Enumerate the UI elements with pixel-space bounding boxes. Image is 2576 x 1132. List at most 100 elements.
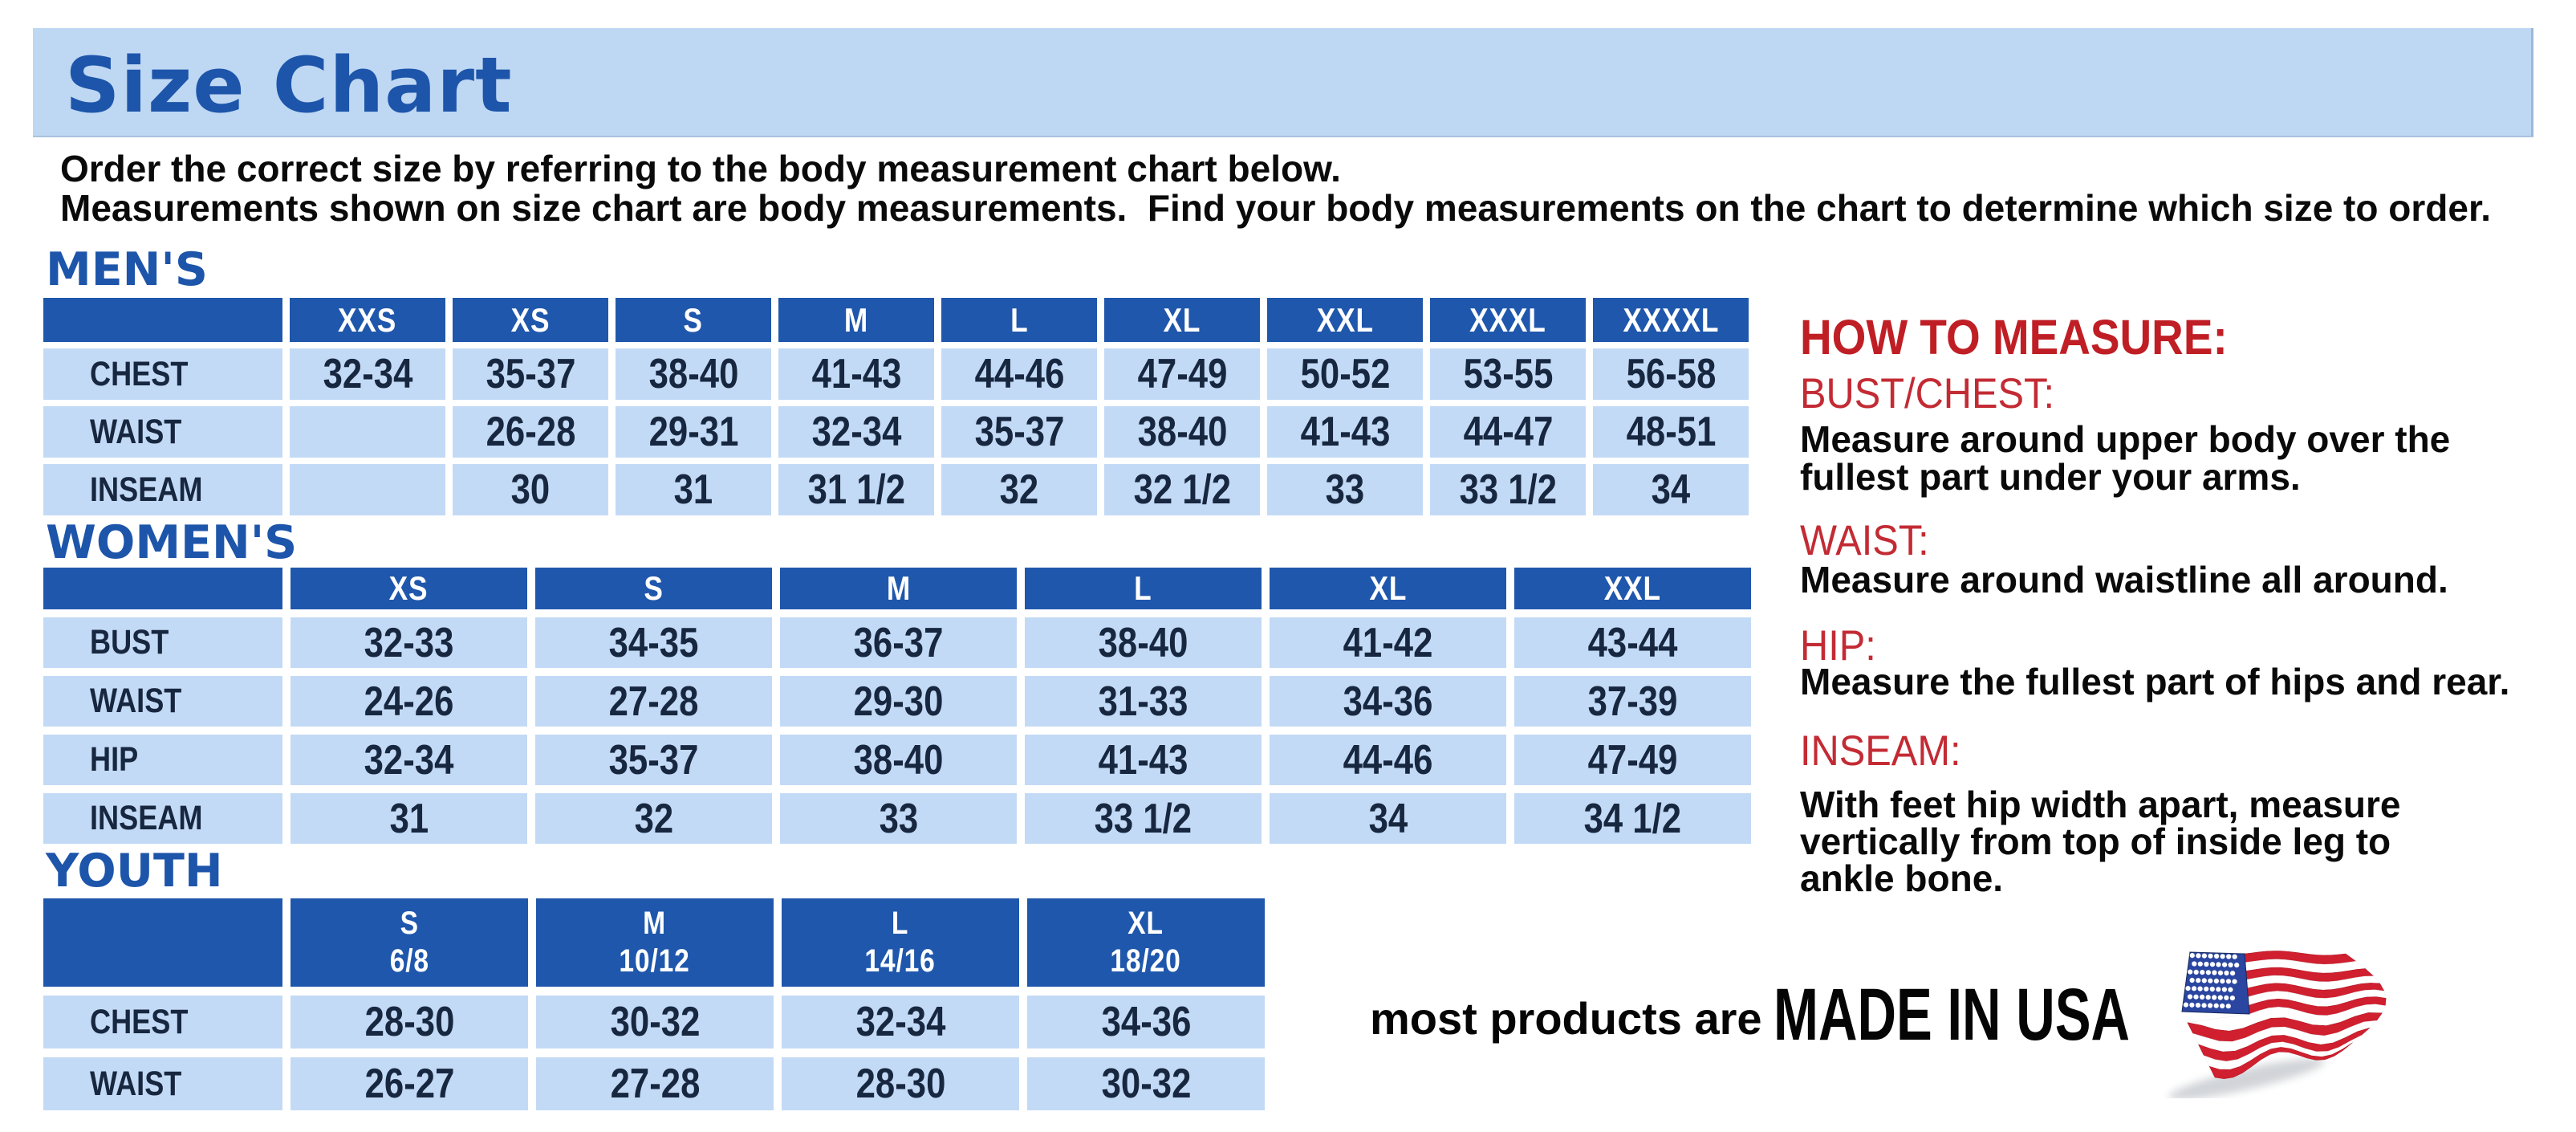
womens-col-header: L bbox=[1025, 568, 1262, 609]
mens-col-header: XXS bbox=[290, 298, 445, 342]
cell-value: 44-47 bbox=[1463, 409, 1553, 455]
womens-data-cell: 32 bbox=[535, 793, 772, 844]
col-header-label: XXXXL bbox=[1623, 300, 1719, 339]
mens-data-cell: 41-43 bbox=[778, 348, 934, 400]
cell-value: 34-35 bbox=[608, 619, 699, 666]
cell-value: 43-44 bbox=[1587, 619, 1678, 666]
mens-data-cell bbox=[290, 464, 445, 515]
col-header-label: L bbox=[1010, 300, 1029, 339]
womens-data-cell: 44-46 bbox=[1270, 735, 1506, 785]
womens-row-label: INSEAM bbox=[43, 793, 282, 844]
youth-row-label: CHEST bbox=[43, 996, 282, 1049]
cell-value: 30 bbox=[510, 466, 551, 513]
womens-data-cell: 27-28 bbox=[535, 676, 772, 727]
mens-data-cell: 41-43 bbox=[1267, 406, 1423, 458]
row-label-text: WAIST bbox=[90, 682, 182, 720]
mens-data-cell: 53-55 bbox=[1430, 348, 1586, 400]
measure-item-description: Measure around waistline all around. bbox=[1800, 561, 2448, 599]
womens-data-cell: 34 1/2 bbox=[1514, 793, 1751, 844]
womens-data-cell: 36-37 bbox=[780, 617, 1017, 668]
cell-value: 56-58 bbox=[1626, 351, 1716, 397]
womens-col-header: M bbox=[780, 568, 1017, 609]
cell-value: 32-34 bbox=[323, 351, 412, 397]
cell-value: 28-30 bbox=[855, 1061, 945, 1107]
mens-data-cell: 44-47 bbox=[1430, 406, 1586, 458]
cell-value: 47-49 bbox=[1137, 351, 1227, 397]
cell-value: 53-55 bbox=[1463, 351, 1553, 397]
measure-item-text-line: Measure around upper body over the bbox=[1800, 418, 2451, 460]
page-title: Size Chart bbox=[65, 42, 513, 130]
cell-value: 33 bbox=[879, 795, 918, 842]
womens-data-cell: 34-36 bbox=[1270, 676, 1506, 727]
col-header-label: S bbox=[644, 569, 664, 607]
cell-value: 41-42 bbox=[1343, 619, 1433, 666]
youth-section-heading: YOUTH bbox=[46, 845, 223, 898]
size-range: 6/8 bbox=[389, 943, 429, 979]
cell-value: 36-37 bbox=[853, 619, 944, 666]
cell-value: 48-51 bbox=[1626, 409, 1716, 455]
cell-value: 29-30 bbox=[853, 678, 944, 725]
cell-value: 34 bbox=[1368, 795, 1408, 842]
mens-data-cell bbox=[290, 406, 445, 458]
youth-data-cell: 26-27 bbox=[291, 1057, 528, 1110]
cell-value: 32-34 bbox=[811, 409, 901, 455]
cell-value: 24-26 bbox=[364, 678, 454, 725]
cell-value: 29-31 bbox=[648, 409, 738, 455]
mens-row-label: INSEAM bbox=[43, 464, 282, 515]
cell-value: 38-40 bbox=[1137, 409, 1227, 455]
cell-value: 31 bbox=[389, 795, 429, 842]
cell-value: 33 bbox=[1325, 466, 1365, 513]
womens-data-cell: 24-26 bbox=[291, 676, 527, 727]
womens-row-label: HIP bbox=[43, 735, 282, 785]
row-label-text: INSEAM bbox=[90, 470, 203, 509]
cell-value: 35-37 bbox=[486, 351, 575, 397]
mens-data-cell: 32 bbox=[941, 464, 1097, 515]
size-code: XL bbox=[1128, 906, 1164, 941]
cell-value: 26-27 bbox=[364, 1061, 454, 1107]
col-header-label: M bbox=[843, 300, 869, 339]
col-header-label: XXS bbox=[338, 300, 397, 339]
measure-item-description: Measure the fullest part of hips and rea… bbox=[1800, 663, 2509, 701]
cell-value: 41-43 bbox=[1300, 409, 1390, 455]
womens-data-cell: 34-35 bbox=[535, 617, 772, 668]
womens-data-cell: 47-49 bbox=[1514, 735, 1751, 785]
mens-data-cell: 26-28 bbox=[453, 406, 608, 458]
mens-data-cell: 35-37 bbox=[453, 348, 608, 400]
cell-value: 30-32 bbox=[610, 999, 700, 1045]
measure-item-text-line: vertically from top of inside leg to bbox=[1800, 820, 2391, 862]
womens-size-table: XS S M L XL XXL BUST 32-33 34-35 36-37 3… bbox=[43, 568, 1751, 844]
cell-value: 41-43 bbox=[811, 351, 901, 397]
cell-value: 33 1/2 bbox=[1094, 795, 1193, 842]
measure-item-description: With feet hip width apart, measure vertic… bbox=[1800, 786, 2400, 897]
womens-col-header: XL bbox=[1270, 568, 1506, 609]
row-label-text: CHEST bbox=[90, 354, 189, 393]
youth-data-cell: 30-32 bbox=[536, 996, 774, 1049]
mens-data-cell: 30 bbox=[453, 464, 608, 515]
youth-data-cell: 34-36 bbox=[1027, 996, 1265, 1049]
cell-value: 34-36 bbox=[1101, 999, 1191, 1045]
size-code: S bbox=[400, 906, 419, 941]
youth-data-cell: 28-30 bbox=[291, 996, 528, 1049]
cell-value: 27-28 bbox=[608, 678, 699, 725]
cell-value: 37-39 bbox=[1587, 678, 1678, 725]
cell-value: 34-36 bbox=[1343, 678, 1433, 725]
intro-line: Measurements shown on size chart are bod… bbox=[60, 187, 2492, 229]
footer-prefix-text: most products are bbox=[1370, 993, 1762, 1044]
cell-value: 35-37 bbox=[974, 409, 1064, 455]
measure-item-text-line: fullest part under your arms. bbox=[1800, 456, 2301, 498]
mens-data-cell: 33 bbox=[1267, 464, 1423, 515]
cell-value: 31 bbox=[673, 466, 713, 513]
measure-item-text-line: Measure the fullest part of hips and rea… bbox=[1800, 661, 2510, 702]
womens-row-label: BUST bbox=[43, 617, 282, 668]
mens-col-header: XXXL bbox=[1430, 298, 1586, 342]
row-label-text: CHEST bbox=[90, 1002, 189, 1041]
size-range: 10/12 bbox=[619, 943, 691, 979]
mens-data-cell: 32-34 bbox=[290, 348, 445, 400]
mens-data-cell: 47-49 bbox=[1104, 348, 1260, 400]
col-header-label: XXL bbox=[1603, 569, 1662, 607]
youth-data-cell: 28-30 bbox=[782, 1057, 1019, 1110]
mens-data-cell: 38-40 bbox=[616, 348, 771, 400]
womens-corner-cell bbox=[43, 568, 282, 609]
col-header-label: XL 18/20 bbox=[1111, 905, 1181, 980]
mens-data-cell: 29-31 bbox=[616, 406, 771, 458]
